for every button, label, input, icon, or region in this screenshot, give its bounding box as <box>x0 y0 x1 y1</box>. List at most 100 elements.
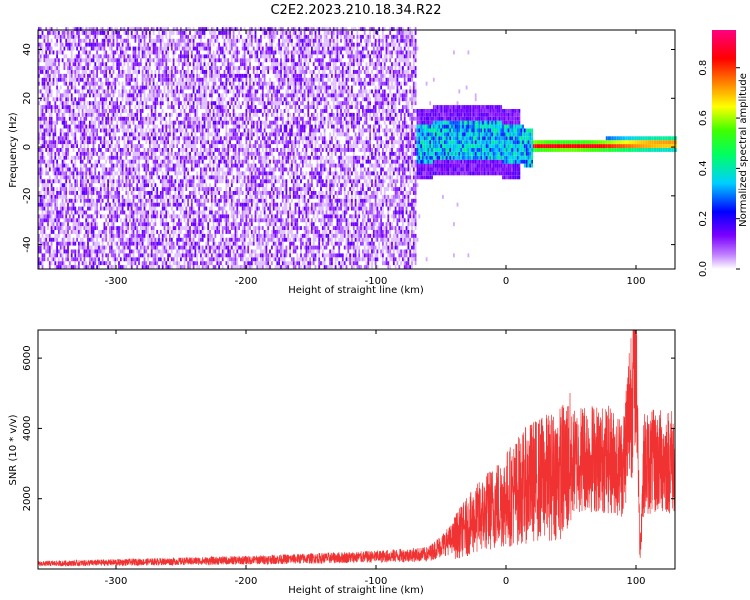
spectrogram-cell <box>138 167 140 172</box>
spectrogram-cell <box>47 58 49 63</box>
spectrogram-cell <box>123 38 126 43</box>
spectrogram-cell <box>210 144 213 148</box>
spectrogram-cell <box>72 116 75 121</box>
spectrogram-cell <box>136 112 139 117</box>
spectrogram-cell <box>200 89 202 94</box>
spectrogram-cell <box>79 257 82 262</box>
spectrogram-cell <box>138 101 140 106</box>
spectrogram-cell <box>121 230 124 234</box>
spectrogram-cell <box>70 109 73 113</box>
spectrogram-cell <box>52 237 55 242</box>
spectrogram-cell <box>125 222 128 227</box>
spectrogram-cell <box>159 198 162 203</box>
spectrogram-cell <box>156 81 159 86</box>
spectrogram-cell <box>58 194 60 199</box>
spectrogram-cell <box>192 46 195 51</box>
spectrogram-cell <box>38 27 40 31</box>
spectrogram-cell <box>154 38 157 43</box>
spectrogram-cell <box>121 171 124 176</box>
spectrogram-cell <box>190 167 193 172</box>
spectrogram-cell <box>96 222 98 227</box>
spectrogram-cell <box>116 191 119 195</box>
spectrogram-cell <box>185 245 188 250</box>
spectrogram-cell <box>118 261 120 266</box>
spectrogram-cell <box>136 116 139 121</box>
spectrogram-cell <box>187 101 189 106</box>
spectrogram-cell <box>150 27 153 31</box>
spectrogram-cell <box>176 140 179 145</box>
spectrogram-cell <box>187 136 189 141</box>
spectrogram-cell <box>232 155 235 160</box>
spectrogram-cell <box>119 73 122 78</box>
spectrogram-cell <box>141 66 144 70</box>
spectrogram-cell <box>134 218 137 223</box>
spectrogram-cell <box>129 241 131 246</box>
spectrogram-cell <box>187 222 189 227</box>
spectrogram-cell <box>112 148 115 152</box>
spectrogram-cell <box>130 66 133 70</box>
spectrogram-cell <box>38 206 40 211</box>
spectrogram-cell <box>83 140 86 145</box>
spectrogram-cell <box>89 27 91 31</box>
spectrogram-cell <box>203 34 206 39</box>
spectrogram-cell <box>54 198 57 203</box>
spectrogram-cell <box>87 226 89 230</box>
spectrogram-cell <box>161 241 164 246</box>
spectrogram-cell <box>147 112 149 117</box>
spectrogram-cell <box>121 54 124 59</box>
spectrogram-cell <box>210 70 213 74</box>
spectrogram-cell <box>48 31 51 35</box>
spectrogram-cell <box>96 151 98 156</box>
spectrogram-cell <box>52 191 55 195</box>
spectrogram-cell <box>76 46 78 51</box>
spectrogram-cell <box>223 89 226 94</box>
spectrogram-cell <box>72 77 75 82</box>
spectrogram-cell <box>240 136 242 141</box>
spectrogram-cell <box>136 249 139 254</box>
spectrogram-cell <box>109 116 111 121</box>
spectrogram-cell <box>65 187 68 191</box>
spectrogram-cell <box>70 241 73 246</box>
spectrogram-cell <box>134 31 137 35</box>
spectrogram-cell <box>68 241 71 246</box>
spectrogram-cell <box>101 124 104 129</box>
spectrogram-cell <box>78 233 80 238</box>
spectrogram-cell <box>201 222 204 227</box>
spectrogram-cell <box>241 163 244 168</box>
spectrogram-cell <box>174 93 177 98</box>
spectrogram-cell <box>238 85 240 90</box>
spectrogram-cell <box>103 245 106 250</box>
spectrogram-cell <box>61 112 64 117</box>
spectrogram-cell <box>232 253 235 258</box>
spectrogram-cell <box>214 194 217 199</box>
spectrogram-cell <box>121 85 124 90</box>
spectrogram-cell <box>45 194 48 199</box>
spectrogram-cell <box>85 198 88 203</box>
spectrogram-cell <box>214 159 217 164</box>
spectrogram-cell <box>161 171 164 176</box>
spectrogram-cell <box>139 233 142 238</box>
spectrogram-cell <box>116 128 119 133</box>
spectrogram-cell <box>196 50 199 55</box>
spectrogram-cell <box>169 42 171 47</box>
spectrogram-cell <box>194 163 197 168</box>
spectrogram-cell <box>134 187 137 191</box>
spectrogram-cell <box>138 218 140 223</box>
spectrogram-cell <box>245 187 248 191</box>
spectrogram-cell <box>48 151 51 156</box>
spectrogram-cell <box>90 46 93 51</box>
spectrogram-cell <box>167 265 169 269</box>
spectrogram-cell <box>189 85 191 90</box>
spectrogram-cell <box>65 210 68 215</box>
spectrogram-cell <box>103 54 106 59</box>
spectrogram-cell <box>45 140 48 145</box>
spectrogram-cell <box>161 222 164 227</box>
spectrogram-cell <box>230 42 233 47</box>
spectrogram-cell <box>105 187 108 191</box>
spectrogram-cell <box>225 218 228 223</box>
spectrogram-cell <box>187 210 189 215</box>
spectrogram-cell <box>127 183 129 188</box>
spectrogram-cell <box>212 124 215 129</box>
spectrogram-cell <box>99 46 102 51</box>
spectrogram-cell <box>92 187 95 191</box>
